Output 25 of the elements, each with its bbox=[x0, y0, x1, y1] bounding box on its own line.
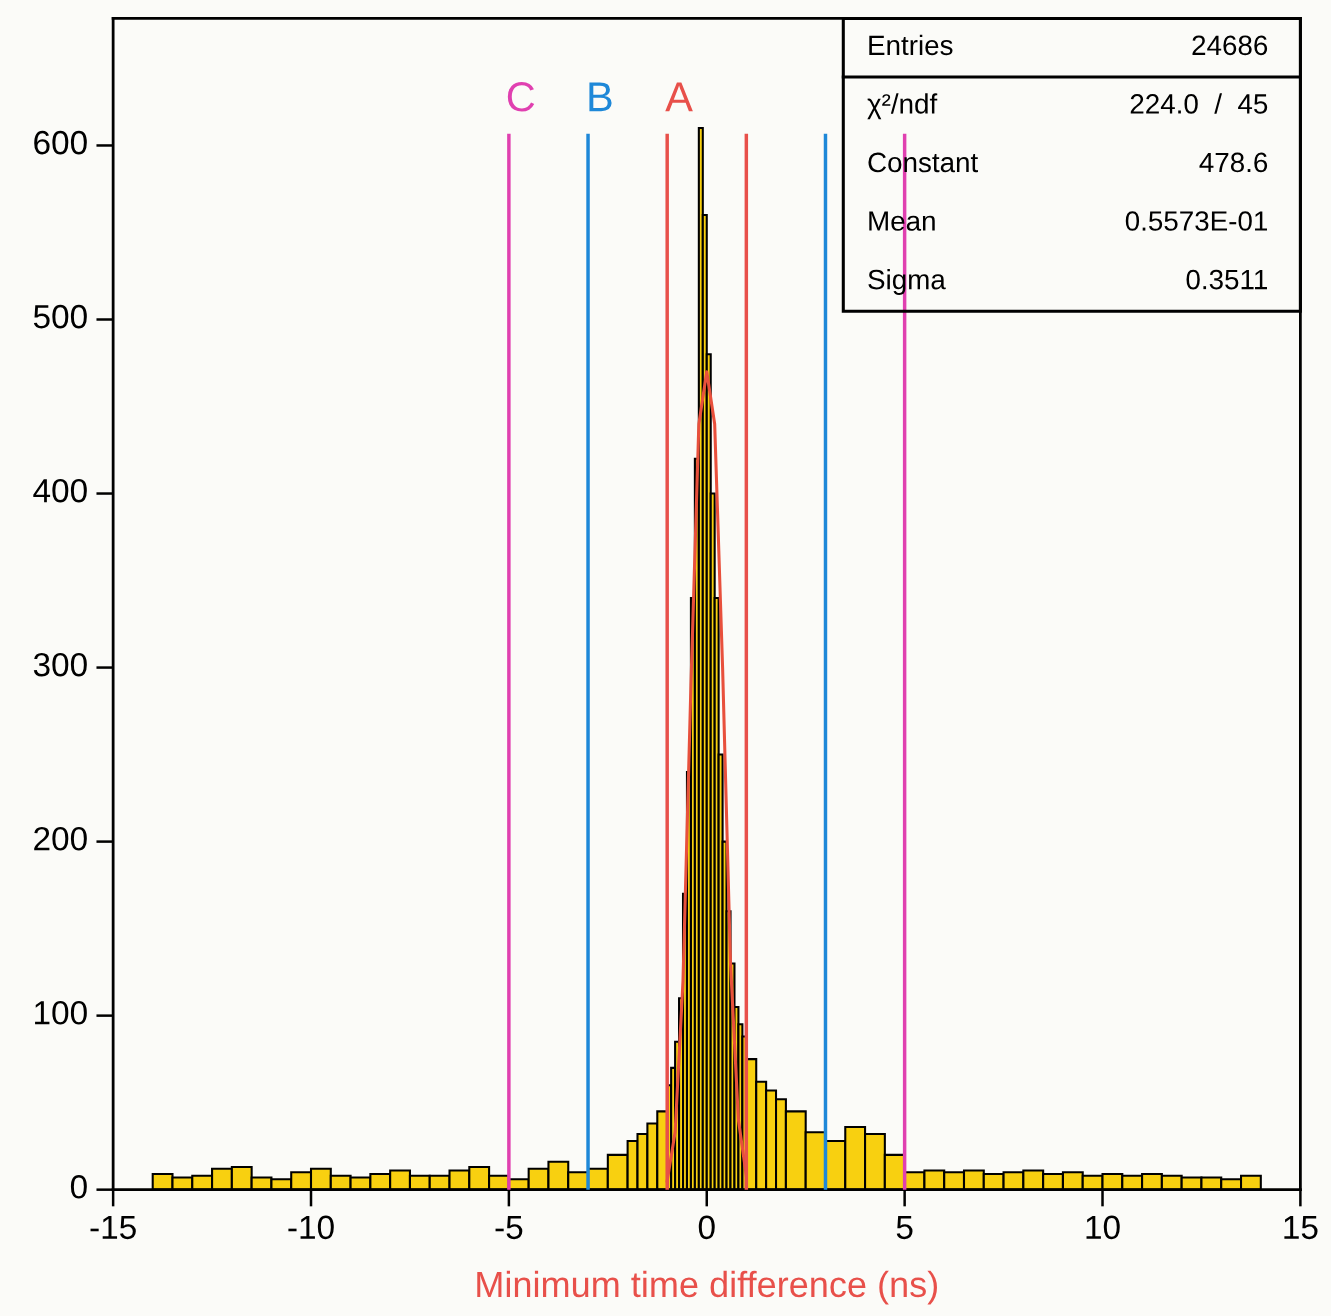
annotation: 24686 bbox=[1192, 35, 1268, 56]
annotation: 224.0 / 45 bbox=[1130, 93, 1268, 114]
x-tick-label: 0 bbox=[698, 1215, 715, 1240]
y-tick-label: 200 bbox=[34, 826, 87, 851]
x-tick-label: -5 bbox=[495, 1215, 523, 1240]
annotation: 0.3511 bbox=[1186, 269, 1267, 290]
x-tick-label: -15 bbox=[90, 1215, 136, 1240]
ref-line-label: A bbox=[665, 82, 693, 112]
annotation: Entries bbox=[869, 34, 953, 56]
x-tick-label: 10 bbox=[1086, 1215, 1120, 1240]
x-tick-label: 5 bbox=[896, 1215, 913, 1240]
annotation: 478.6 bbox=[1199, 152, 1268, 173]
annotation: 0.5573E-01 bbox=[1125, 211, 1267, 231]
y-tick-label: 0 bbox=[70, 1175, 87, 1199]
x-tick-label: 15 bbox=[1284, 1215, 1318, 1240]
y-tick-label: 300 bbox=[33, 652, 87, 677]
y-tick-label: 100 bbox=[35, 1000, 87, 1025]
x-axis-title: Minimum time difference (ns) bbox=[477, 1270, 937, 1305]
ref-line-label: C bbox=[507, 82, 535, 112]
ref-line-label: B bbox=[589, 82, 612, 112]
annotation: χ²/ndf bbox=[867, 93, 938, 120]
x-tick-label: -10 bbox=[288, 1215, 334, 1240]
y-tick-label: 600 bbox=[34, 130, 87, 155]
y-tick-label: 400 bbox=[33, 478, 87, 503]
y-tick-label: 500 bbox=[33, 304, 87, 329]
